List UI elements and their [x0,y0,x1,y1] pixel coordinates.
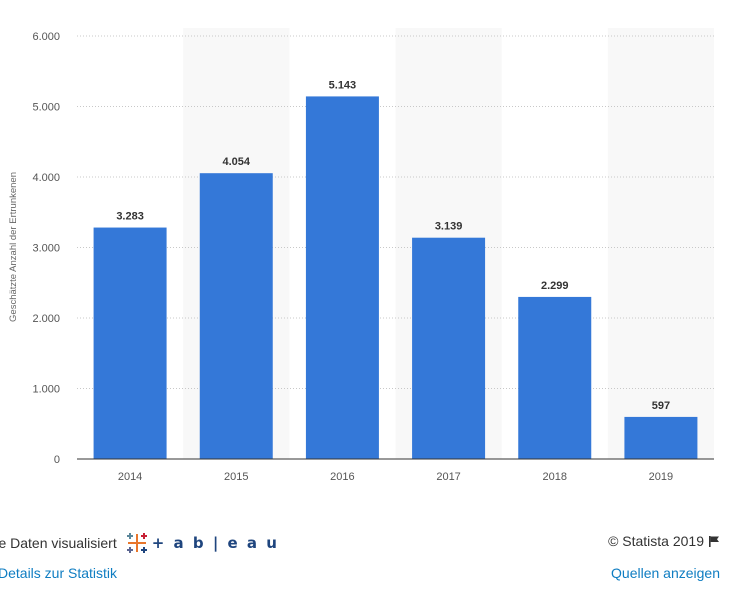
bar-chart: 0 1.000 2.000 3.000 4.000 5.000 6.000 3.283 4.0… [8,28,714,483]
bar [93,227,167,459]
y-tick-label: 0 [54,454,60,466]
x-tick-label: 2017 [436,471,460,483]
flag-icon[interactable] [708,535,720,547]
y-axis-label: Geschätzte Anzahl der Ertrunkenen [8,172,19,322]
tableau-wordmark: + a b | e a u [151,534,279,552]
tableau-credit[interactable]: hre Daten visualisiert + a b | e a u [0,530,279,556]
tableau-logo[interactable]: + a b | e a u [125,531,279,555]
visualized-text: hre Daten visualisiert [0,535,117,551]
copyright-text: © Statista 2019 [608,533,704,549]
copyright-notice: © Statista 2019 [608,533,720,549]
value-label: 3.283 [116,211,144,223]
y-tick-label: 6.000 [32,31,60,43]
y-tick-label: 5.000 [32,102,60,114]
value-label: 4.054 [222,156,250,168]
x-tick-label: 2019 [649,471,673,483]
details-link[interactable]: Details zur Statistik [0,565,118,581]
value-label: 3.139 [435,221,463,233]
bar [518,296,592,459]
value-label: 597 [652,400,670,412]
tableau-cross-icon [126,533,147,553]
bar [624,416,698,459]
x-tick-label: 2014 [118,471,142,483]
bar [199,173,273,459]
x-tick-label: 2016 [330,471,354,483]
bar [412,237,486,459]
x-tick-label: 2018 [543,471,567,483]
y-tick-label: 1.000 [32,384,60,396]
background-band [607,28,714,459]
value-label: 2.299 [541,280,569,292]
x-tick-label: 2015 [224,471,248,483]
sources-link[interactable]: Quellen anzeigen [611,565,720,581]
y-tick-label: 3.000 [32,243,60,255]
y-tick-label: 4.000 [32,172,60,184]
value-label: 5.143 [329,79,357,91]
bar [305,96,379,459]
y-tick-label: 2.000 [32,313,60,325]
